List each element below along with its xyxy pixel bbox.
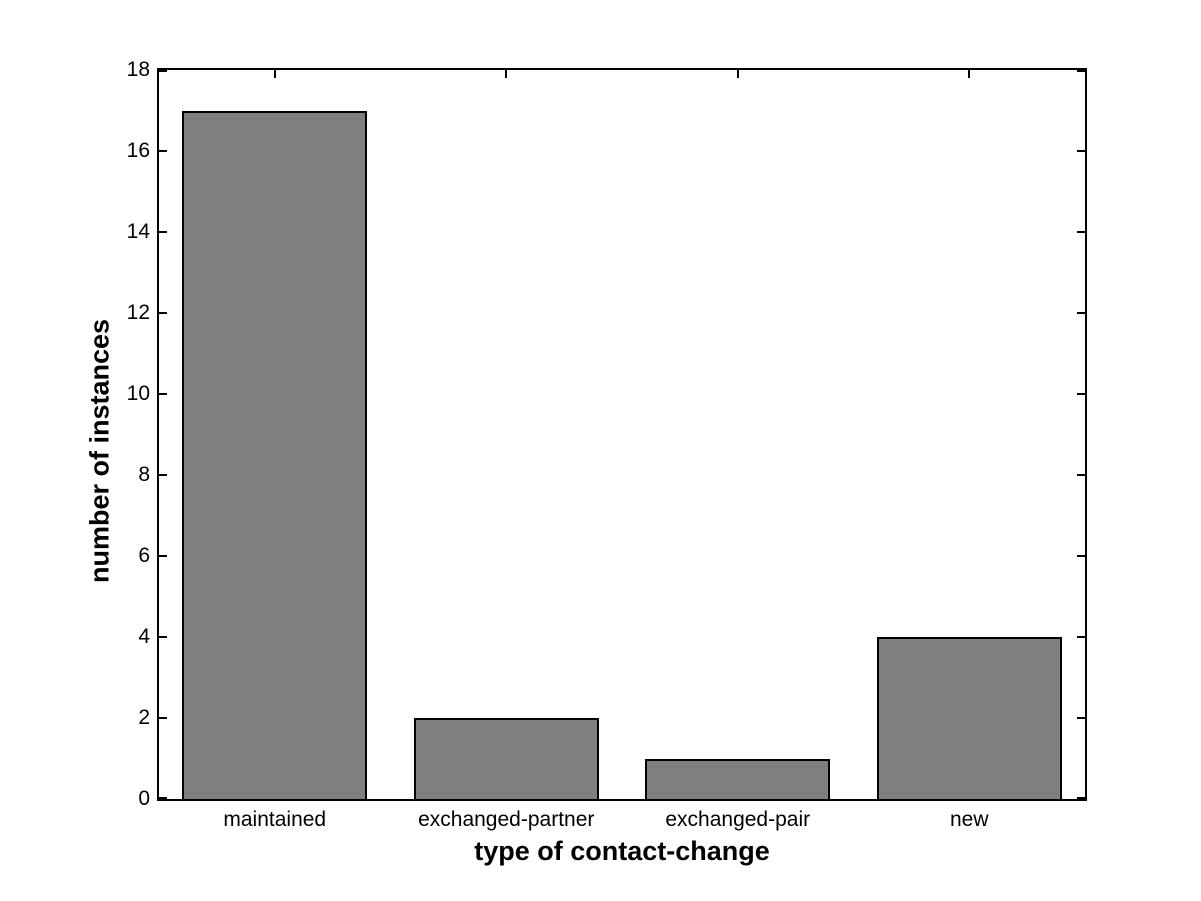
x-tick-mark xyxy=(505,70,508,78)
y-tick-mark xyxy=(159,393,167,395)
bar-maintained xyxy=(182,110,368,799)
y-tick-label: 14 xyxy=(126,220,150,243)
y-tick-label: 2 xyxy=(138,706,150,729)
x-tick-label-exchanged-partner: exchanged-partner xyxy=(418,808,595,831)
bar-new xyxy=(876,637,1062,799)
y-tick-mark xyxy=(159,231,167,233)
y-tick-mark xyxy=(159,474,167,476)
x-tick-mark xyxy=(968,70,971,78)
y-tick-mark xyxy=(159,717,167,719)
y-tick-label: 10 xyxy=(126,382,150,405)
y-tick-mark xyxy=(1077,797,1085,799)
y-tick-label: 18 xyxy=(126,58,150,81)
y-tick-mark xyxy=(1077,393,1085,395)
y-axis-label: number of instances xyxy=(84,318,115,584)
y-tick-mark xyxy=(159,312,167,314)
y-tick-mark xyxy=(159,70,167,72)
x-tick-label-exchanged-pair: exchanged-pair xyxy=(665,808,811,831)
y-tick-mark xyxy=(1077,150,1085,152)
y-tick-mark xyxy=(1077,474,1085,476)
bar-exchanged-partner xyxy=(413,718,599,799)
y-tick-mark xyxy=(1077,555,1085,557)
x-tick-label-maintained: maintained xyxy=(223,808,327,831)
y-tick-label: 6 xyxy=(138,544,150,567)
y-tick-label: 0 xyxy=(138,787,150,810)
y-tick-label: 4 xyxy=(138,625,150,648)
x-tick-label-new: new xyxy=(949,808,989,831)
x-axis-label: type of contact-change xyxy=(474,836,770,866)
y-tick-mark xyxy=(1077,231,1085,233)
y-tick-mark xyxy=(159,555,167,557)
y-tick-label: 12 xyxy=(126,301,150,324)
x-tick-mark xyxy=(736,70,739,78)
y-tick-mark xyxy=(159,150,167,152)
y-tick-label: 8 xyxy=(138,463,150,486)
y-tick-mark xyxy=(159,636,167,638)
bar-exchanged-pair xyxy=(645,758,831,799)
y-tick-mark xyxy=(1077,717,1085,719)
y-tick-mark xyxy=(1077,312,1085,314)
plot-area xyxy=(157,68,1087,801)
y-tick-label: 16 xyxy=(126,139,150,162)
y-tick-mark xyxy=(1077,70,1085,72)
x-tick-mark xyxy=(273,70,276,78)
y-tick-mark xyxy=(159,797,167,799)
y-tick-mark xyxy=(1077,636,1085,638)
